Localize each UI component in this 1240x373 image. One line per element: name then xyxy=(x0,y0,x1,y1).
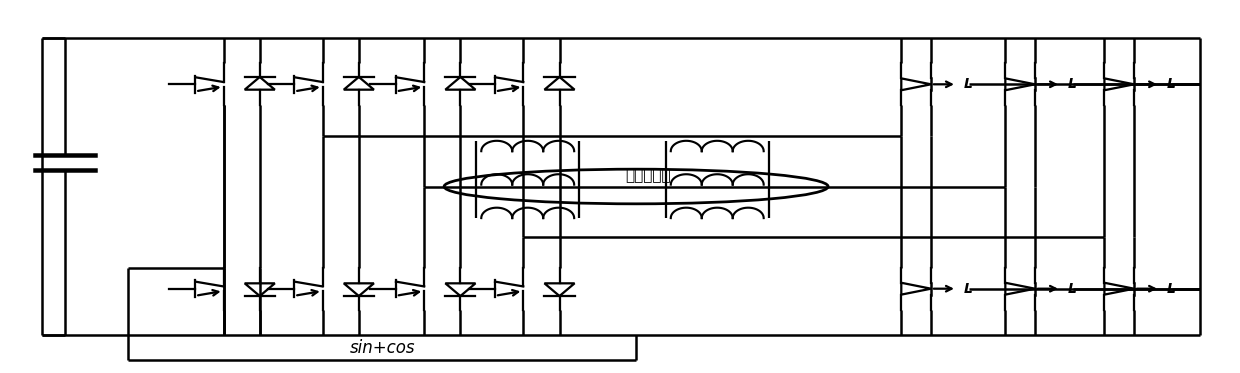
Text: L: L xyxy=(1167,77,1176,91)
Text: sin+cos: sin+cos xyxy=(350,339,415,357)
Text: L: L xyxy=(1068,77,1076,91)
Text: L: L xyxy=(963,77,972,91)
Text: L: L xyxy=(1068,282,1076,296)
Text: L: L xyxy=(1167,282,1176,296)
Text: 双三相定子: 双三相定子 xyxy=(626,168,671,183)
Text: L: L xyxy=(963,282,972,296)
